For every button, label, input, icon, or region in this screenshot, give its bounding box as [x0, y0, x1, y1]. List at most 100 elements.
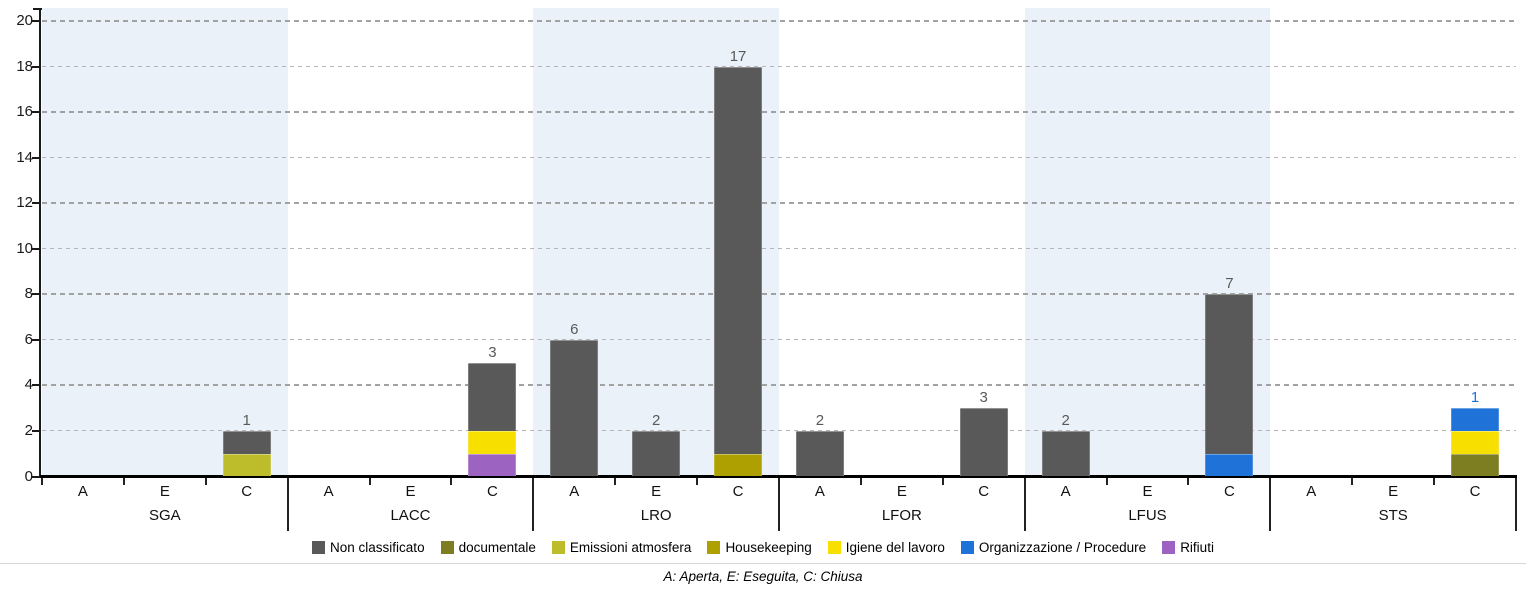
bar-segment-housekeeping[interactable] — [714, 453, 763, 477]
status-axis-label-sga-e: E — [159, 483, 170, 500]
bar-segment-value-label: 2 — [651, 411, 661, 429]
bar-segment-non-classificato[interactable] — [1205, 294, 1254, 454]
status-axis-label-sga-c: C — [241, 483, 253, 500]
y-axis-tick — [32, 65, 40, 68]
status-axis-label-lfor-c: C — [978, 483, 990, 500]
bar-segment-value-label: 17 — [729, 47, 747, 65]
bar-segment-documentale[interactable] — [1451, 453, 1500, 477]
bar-segment-value-label: 3 — [488, 343, 497, 361]
x-axis-line — [40, 475, 1517, 478]
y-axis-tick-label: 0 — [24, 467, 33, 485]
gridline-y14 — [42, 157, 1516, 159]
status-axis-label-lacc-c: C — [486, 483, 498, 500]
legend-item-rifiuti[interactable]: Rifiuti — [1162, 540, 1214, 555]
legend-swatch-icon — [707, 540, 721, 554]
bar-segment-non-classificato[interactable] — [714, 66, 763, 454]
bar-segment-organizzazione-procedure[interactable] — [1205, 453, 1254, 477]
y-axis-tick-label: 14 — [16, 148, 33, 166]
legend-item-documentale[interactable]: documentale — [440, 539, 536, 555]
column-tick — [1187, 478, 1190, 485]
legend-item-emissioni-atmosfera[interactable]: Emissioni atmosfera — [551, 540, 691, 555]
legend-item-label: Organizzazione / Procedure — [978, 539, 1147, 555]
legend-swatch-icon — [440, 540, 454, 554]
gridline-y10 — [42, 248, 1516, 250]
bar-segment-non-classificato[interactable] — [959, 408, 1008, 477]
y-axis-tick — [32, 293, 40, 296]
gridline-y12 — [42, 202, 1516, 205]
legend-swatch-icon — [827, 540, 841, 554]
group-divider-line — [532, 478, 535, 531]
bar-segment-non-classificato[interactable] — [632, 430, 681, 477]
legend-item-organizzazione-procedure[interactable]: Organizzazione / Procedure — [960, 539, 1147, 555]
status-axis-label-sts-c: C — [1469, 483, 1481, 500]
column-tick — [204, 478, 207, 485]
status-axis-label-sts-a: A — [1306, 483, 1317, 500]
gridline-y6 — [42, 339, 1516, 341]
y-axis-tick-label: 12 — [16, 194, 33, 212]
bar-segment-non-classificato[interactable] — [795, 430, 844, 477]
status-axis-label-lacc-e: E — [405, 483, 416, 500]
y-axis-tick-label: 20 — [16, 12, 33, 29]
column-tick — [122, 478, 125, 485]
y-axis-tick-label: 16 — [16, 103, 33, 121]
gridline-y8 — [42, 293, 1516, 296]
legend-swatch-icon — [1162, 540, 1176, 554]
legend-item-non-classificato[interactable]: Non classificato — [312, 540, 425, 555]
bar-segment-value-label: 6 — [570, 320, 579, 338]
status-axis-label-lfor-a: A — [814, 483, 825, 500]
column-tick — [696, 478, 699, 485]
gridline-y2 — [42, 430, 1516, 432]
y-axis-end-tick — [33, 8, 42, 10]
group-axis-label-lro: LRO — [640, 507, 672, 524]
status-axis-label-lfor-e: E — [896, 483, 907, 500]
gridline-y4 — [42, 384, 1516, 387]
y-axis-line — [39, 8, 41, 477]
bar-segment-non-classificato[interactable] — [550, 339, 599, 477]
y-axis-tick — [32, 429, 40, 432]
bar-segment-rifiuti[interactable] — [468, 453, 517, 477]
status-axis-label-lacc-a: A — [323, 483, 334, 500]
legend-swatch-icon — [960, 540, 974, 554]
bar-segment-organizzazione-procedure[interactable] — [1451, 408, 1500, 431]
bar-segment-igiene-del-lavoro[interactable] — [1451, 430, 1500, 454]
group-divider-line — [778, 478, 780, 531]
y-axis-tick — [32, 338, 40, 341]
legend-item-label: documentale — [458, 539, 536, 555]
y-axis-tick-label: 8 — [24, 285, 33, 303]
y-axis-tick — [32, 156, 40, 159]
status-axis-label-sga-a: A — [77, 483, 88, 500]
gridline-y16 — [42, 111, 1516, 114]
bar-segment-igiene-del-lavoro[interactable] — [468, 430, 517, 454]
column-tick — [368, 478, 371, 485]
column-tick — [1433, 478, 1436, 485]
legend-swatch-icon — [551, 540, 565, 554]
bar-segment-value-label: 2 — [815, 411, 825, 429]
bar-segment-non-classificato[interactable] — [468, 362, 517, 431]
y-axis-tick — [32, 20, 40, 22]
y-axis-tick — [32, 475, 40, 478]
footnote: A: Aperta, E: Eseguita, C: Chiusa — [663, 569, 863, 584]
group-divider-line — [286, 478, 289, 531]
group-divider-line — [1515, 478, 1517, 531]
gridline-y18 — [42, 66, 1516, 68]
column-tick — [1351, 478, 1354, 485]
bar-segment-value-label: 2 — [1061, 411, 1070, 429]
bar-segment-emissioni-atmosfera[interactable] — [222, 453, 271, 477]
group-divider-line — [1023, 478, 1026, 531]
status-axis-label-sts-e: E — [1388, 483, 1399, 500]
group-axis-label-sts: STS — [1378, 507, 1408, 524]
y-axis-tick — [32, 247, 40, 250]
legend-item-label: Rifiuti — [1180, 539, 1214, 555]
bar-segment-non-classificato[interactable] — [1041, 430, 1090, 477]
group-axis-label-lacc: LACC — [390, 507, 431, 524]
legend-item-igiene-del-lavoro[interactable]: Igiene del lavoro — [827, 540, 945, 555]
bar-segment-non-classificato[interactable] — [222, 430, 271, 454]
legend: Non classificato documentale Emissioni atm… — [0, 538, 1526, 556]
legend-item-housekeeping[interactable]: Housekeeping — [707, 540, 812, 555]
y-axis-tick-label: 18 — [16, 57, 33, 75]
column-tick — [859, 478, 862, 485]
y-axis-tick — [32, 384, 40, 387]
group-divider-line — [1269, 478, 1272, 531]
footnote-divider — [0, 563, 1526, 564]
